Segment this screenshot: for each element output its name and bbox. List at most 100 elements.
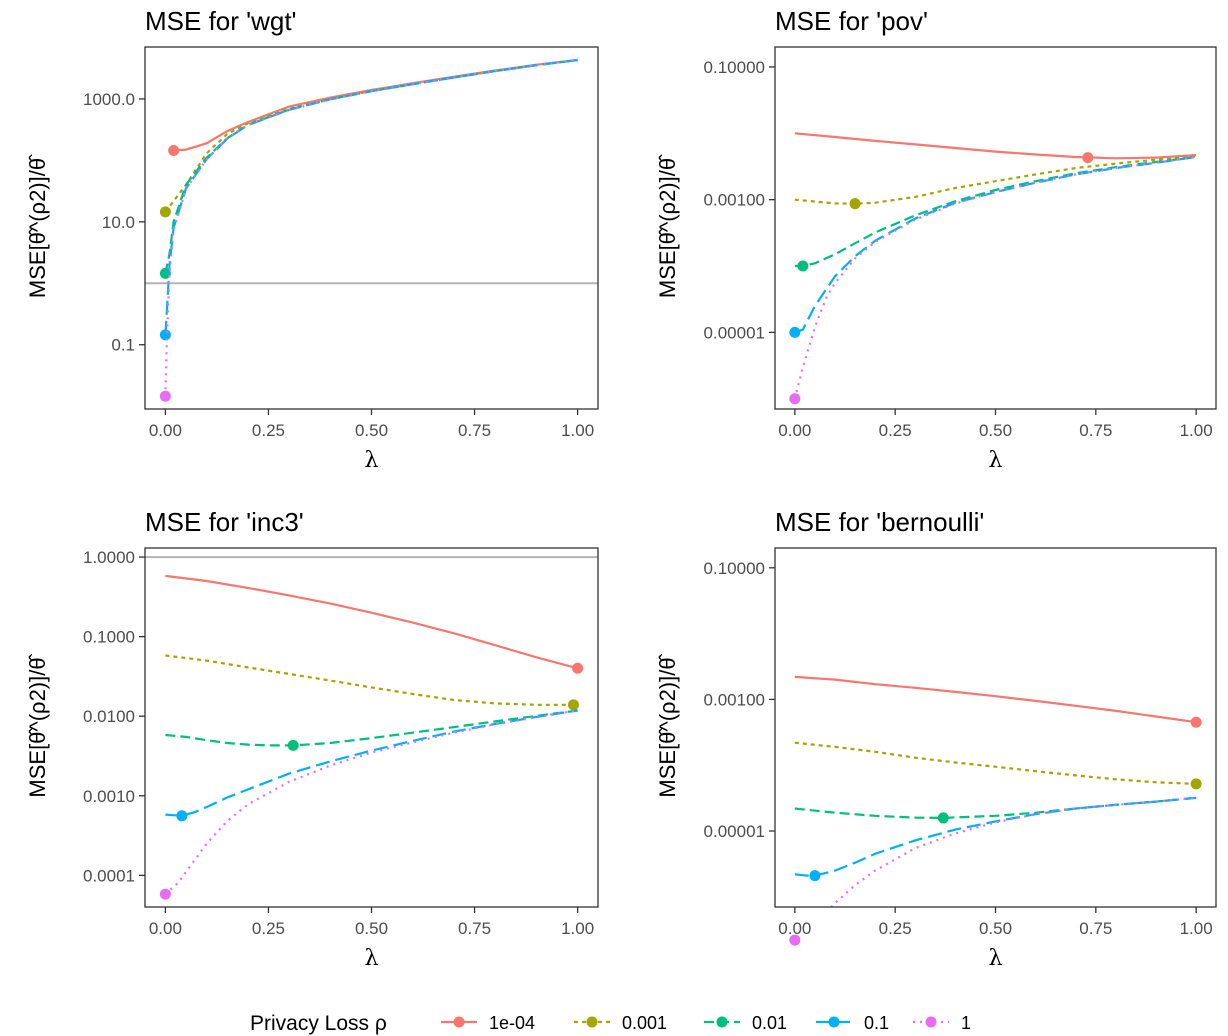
series-point-1e-04 <box>1190 716 1202 728</box>
chart-panel-2: MSE for 'inc3' 0.00 0.25 0.50 0.75 1.00 1.0000… <box>25 507 599 971</box>
series-line-0.1 <box>794 155 1197 334</box>
series-line-0.01 <box>794 796 1197 820</box>
legend-item-label: 1 <box>961 1013 971 1033</box>
legend-key-point <box>716 1016 728 1028</box>
series-point-1 <box>159 888 171 900</box>
y-tick-label: 0.10000 <box>704 58 765 77</box>
y-tick-label: 10.0 <box>102 213 135 232</box>
series-point-1 <box>159 390 171 402</box>
panel-title: MSE for 'pov' <box>775 6 928 36</box>
legend-item-label: 0.1 <box>864 1013 889 1033</box>
x-tick-label: 1.00 <box>561 919 594 938</box>
y-tick-label: 0.00100 <box>704 191 765 210</box>
x-tick-label: 0.50 <box>979 919 1012 938</box>
panel-title: MSE for 'inc3' <box>145 507 304 537</box>
y-axis-label: MSE[θ̂^(ρ2)]/θ̂ <box>655 653 680 797</box>
y-tick-label: 0.0001 <box>83 866 135 885</box>
series-line-1e-04 <box>173 58 578 152</box>
x-axis-label: λ <box>989 448 1003 473</box>
panel-title: MSE for 'bernoulli' <box>775 507 984 537</box>
y-tick-label: 0.1000 <box>83 628 135 647</box>
x-tick-label: 0.00 <box>149 919 182 938</box>
series-line-0.1 <box>165 709 578 817</box>
series-line-0.001 <box>165 654 578 706</box>
series-point-1e-04 <box>572 662 584 674</box>
series-point-0.1 <box>159 329 171 341</box>
y-tick-label: 1000.0 <box>83 90 135 109</box>
series-point-0.01 <box>937 812 949 824</box>
series-point-1 <box>789 934 801 946</box>
y-axis-label: MSE[θ̂^(ρ2)]/θ̂ <box>25 154 50 298</box>
x-tick-label: 0.75 <box>458 919 491 938</box>
series-line-0.001 <box>794 155 1197 205</box>
series-point-1e-04 <box>1082 152 1094 164</box>
series-line-1e-04 <box>794 132 1197 160</box>
series-line-1 <box>164 709 578 896</box>
legend-key-point <box>828 1016 840 1028</box>
y-axis-label: MSE[θ̂^(ρ2)]/θ̂ <box>25 653 50 797</box>
legend-key-point <box>453 1016 465 1028</box>
x-tick-label: 0.25 <box>252 919 285 938</box>
x-tick-label: 0.25 <box>879 919 912 938</box>
y-tick-label: 0.00001 <box>704 822 765 841</box>
series-line-0.001 <box>164 58 578 213</box>
x-axis-label: λ <box>989 946 1003 971</box>
series-point-0.1 <box>176 810 188 822</box>
legend-title: Privacy Loss ρ <box>250 1012 387 1035</box>
x-tick-label: 0.00 <box>149 421 182 440</box>
y-tick-label: 0.0010 <box>83 787 135 806</box>
legend: Privacy Loss ρ 1e-04 0.001 0.01 0.1 1 <box>250 1012 971 1035</box>
series-line-1 <box>829 796 1197 907</box>
y-tick-label: 0.00100 <box>704 690 765 709</box>
x-tick-label: 0.75 <box>458 421 491 440</box>
x-tick-label: 0.00 <box>778 421 811 440</box>
panel-frame <box>774 547 1217 908</box>
series-point-0.001 <box>159 206 171 218</box>
legend-key-point <box>925 1016 937 1028</box>
y-tick-label: 0.00001 <box>704 323 765 342</box>
series-line-0.01 <box>165 709 578 747</box>
x-tick-label: 1.00 <box>1180 421 1213 440</box>
series-point-0.01 <box>287 739 299 751</box>
x-tick-label: 0.00 <box>778 919 811 938</box>
legend-key-point <box>586 1016 598 1028</box>
panel-title: MSE for 'wgt' <box>145 6 297 36</box>
chart-panel-3: MSE for 'bernoulli' 0.00 0.25 0.50 0.75 1.00 0… <box>655 507 1217 971</box>
series-line-1e-04 <box>794 675 1197 724</box>
series-line-0.01 <box>794 155 1197 268</box>
x-tick-label: 1.00 <box>561 421 594 440</box>
y-tick-label: 0.10000 <box>704 559 765 578</box>
panel-frame <box>144 547 599 908</box>
y-tick-label: 0.1 <box>111 336 135 355</box>
series-point-0.001 <box>849 198 861 210</box>
series-line-1 <box>164 58 578 397</box>
series-point-0.01 <box>797 260 809 272</box>
y-axis-label: MSE[θ̂^(ρ2)]/θ̂ <box>655 154 680 298</box>
x-axis-label: λ <box>365 946 379 971</box>
x-tick-label: 0.50 <box>979 421 1012 440</box>
chart-panel-1: MSE for 'pov' 0.00 0.25 0.50 0.75 1.00 0.10000… <box>655 6 1217 473</box>
x-tick-label: 1.00 <box>1180 919 1213 938</box>
panel-frame <box>144 46 599 410</box>
y-tick-label: 1.0000 <box>83 548 135 567</box>
legend-item-label: 0.001 <box>622 1013 667 1033</box>
legend-item-label: 1e-04 <box>489 1013 535 1033</box>
chart-panel-0: MSE for 'wgt' 0.00 0.25 0.50 0.75 1.00 1000.0 1… <box>25 6 599 473</box>
series-line-0.01 <box>164 58 578 274</box>
legend-item-label: 0.01 <box>752 1013 787 1033</box>
series-point-0.001 <box>567 699 579 711</box>
series-point-1 <box>789 393 801 405</box>
series-line-0.1 <box>794 796 1197 877</box>
series-point-0.1 <box>809 870 821 882</box>
series-point-0.001 <box>1190 778 1202 790</box>
series-line-1e-04 <box>165 574 578 670</box>
x-tick-label: 0.75 <box>1079 919 1112 938</box>
x-tick-label: 0.75 <box>1079 421 1112 440</box>
x-tick-label: 0.50 <box>355 421 388 440</box>
series-point-1e-04 <box>168 144 180 156</box>
x-tick-label: 0.50 <box>355 919 388 938</box>
x-tick-label: 0.25 <box>879 421 912 440</box>
series-line-0.1 <box>164 58 578 335</box>
series-line-0.001 <box>794 741 1197 785</box>
